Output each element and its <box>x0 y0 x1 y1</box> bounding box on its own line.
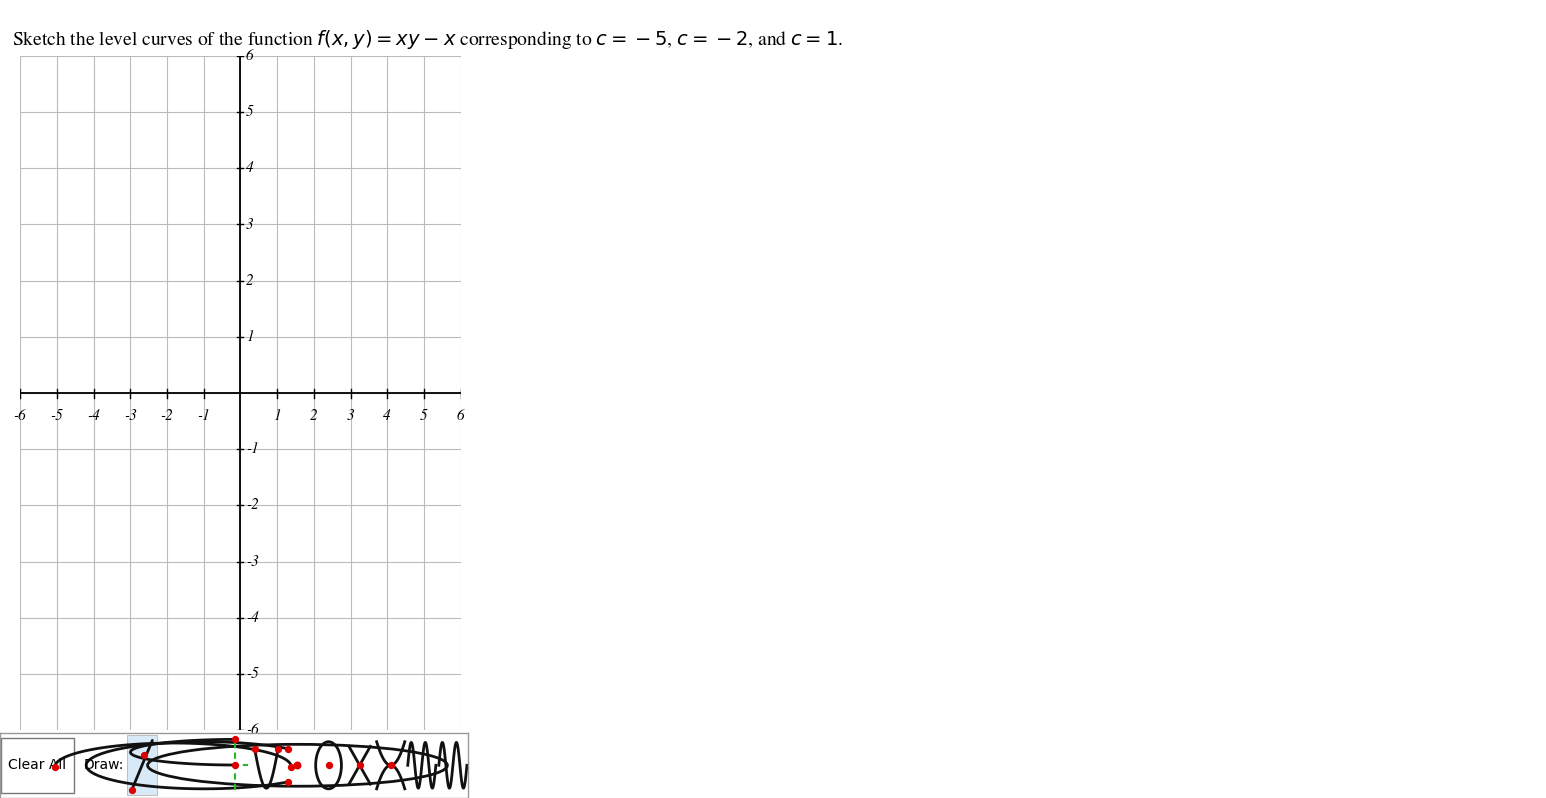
Text: 5: 5 <box>246 105 254 119</box>
Text: -3: -3 <box>246 555 258 569</box>
Text: 1: 1 <box>274 409 281 423</box>
Text: 3: 3 <box>246 217 254 231</box>
Point <box>284 759 309 772</box>
Text: 2: 2 <box>246 274 254 288</box>
Text: 3: 3 <box>346 409 354 423</box>
Point <box>275 742 300 755</box>
Point <box>43 760 68 773</box>
Text: 6: 6 <box>458 409 464 423</box>
Text: 6: 6 <box>246 49 254 63</box>
Point <box>119 784 144 796</box>
Text: -3: -3 <box>124 409 136 423</box>
Text: Sketch the level curves of the function $f(x,y)=xy-x$ corresponding to $c=-5$, $: Sketch the level curves of the function … <box>12 28 844 51</box>
Text: 5: 5 <box>421 409 428 423</box>
Point <box>223 759 247 772</box>
Point <box>223 733 247 746</box>
Point <box>131 749 156 762</box>
Point <box>317 759 342 772</box>
Point <box>266 742 291 755</box>
Text: -2: -2 <box>246 498 258 512</box>
Text: 2: 2 <box>311 409 317 423</box>
Point <box>379 759 404 772</box>
Text: -1: -1 <box>246 442 258 456</box>
Text: Draw:: Draw: <box>83 758 124 772</box>
Text: 4: 4 <box>383 409 391 423</box>
Point <box>243 742 267 755</box>
Point <box>348 759 373 772</box>
Text: -1: -1 <box>198 409 210 423</box>
Text: Clear All: Clear All <box>8 758 66 772</box>
Text: -5: -5 <box>51 409 63 423</box>
Text: 4: 4 <box>246 161 254 176</box>
Text: 1: 1 <box>246 330 254 344</box>
Text: -6: -6 <box>14 409 26 423</box>
Point <box>278 760 303 773</box>
Point <box>275 776 300 788</box>
FancyBboxPatch shape <box>127 735 158 796</box>
Text: -4: -4 <box>87 409 100 423</box>
Text: -2: -2 <box>161 409 173 423</box>
FancyBboxPatch shape <box>2 738 74 792</box>
Text: -4: -4 <box>246 610 258 625</box>
Text: -6: -6 <box>246 723 258 737</box>
Text: -5: -5 <box>246 667 258 681</box>
